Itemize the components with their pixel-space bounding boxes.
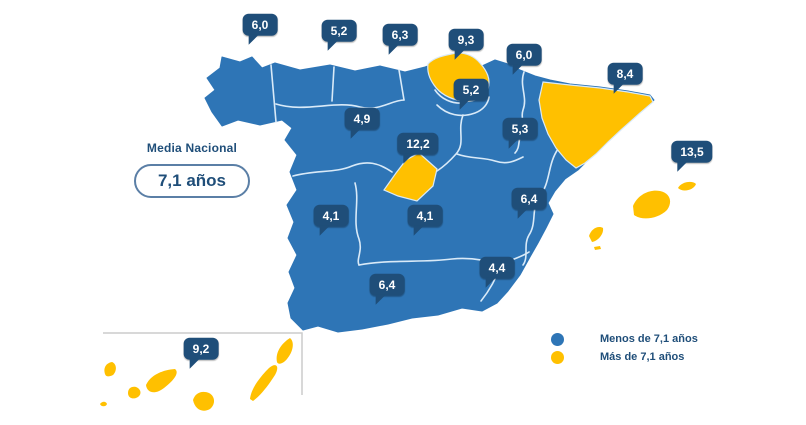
legend-label: Más de 7,1 años xyxy=(600,351,685,363)
callout-value: 5,2 xyxy=(462,82,480,97)
value-callout-cantabria: 6,3 xyxy=(382,23,418,56)
value-callout-navarra: 6,0 xyxy=(506,43,542,76)
legend-label: Menos de 7,1 años xyxy=(600,333,698,345)
value-callout-castilla-leon: 4,9 xyxy=(344,107,380,140)
value-callout-andalucia: 6,4 xyxy=(369,273,405,306)
canary-inset-frame xyxy=(103,332,303,395)
national-average-label: Media Nacional xyxy=(146,141,238,155)
value-callout-asturias: 5,2 xyxy=(321,19,357,52)
callout-value: 6,3 xyxy=(391,27,409,42)
value-callout-canarias: 9,2 xyxy=(183,337,219,370)
callout-value: 6,4 xyxy=(378,277,396,292)
callout-value: 4,1 xyxy=(322,208,340,223)
callout-value: 12,2 xyxy=(406,136,430,151)
callout-value: 5,3 xyxy=(511,121,529,136)
callout-value: 8,4 xyxy=(616,66,634,81)
region-borders xyxy=(270,64,559,302)
callout-value: 4,9 xyxy=(353,111,371,126)
callout-value: 9,2 xyxy=(192,341,210,356)
value-callout-aragon: 5,3 xyxy=(502,117,538,150)
callout-value: 9,3 xyxy=(457,32,475,47)
legend-item-below-average: Menos de 7,1 años xyxy=(551,330,698,348)
yellow-dot-icon xyxy=(551,350,564,364)
value-callout-valencia: 6,4 xyxy=(511,187,547,220)
callout-value: 4,4 xyxy=(488,260,506,275)
callout-value: 6,4 xyxy=(520,191,538,206)
callout-value: 6,0 xyxy=(515,47,533,62)
national-average-value: 7,1 años xyxy=(134,164,250,198)
value-callout-castilla-la-mancha: 4,1 xyxy=(407,204,443,237)
value-callout-galicia: 6,0 xyxy=(242,13,278,46)
canary-islands xyxy=(100,338,293,411)
value-callout-la-rioja: 5,2 xyxy=(453,78,489,111)
blue-dot-icon xyxy=(551,332,564,346)
value-callout-extremadura: 4,1 xyxy=(313,204,349,237)
balearic-islands xyxy=(589,181,696,250)
value-callout-madrid: 12,2 xyxy=(397,132,439,165)
legend-item-above-average: Más de 7,1 años xyxy=(551,348,698,366)
value-callout-baleares: 13,5 xyxy=(671,140,713,173)
region-madrid xyxy=(383,152,438,202)
value-callout-pais-vasco: 9,3 xyxy=(448,28,484,61)
callout-value: 6,0 xyxy=(251,17,269,32)
value-callout-cataluna: 8,4 xyxy=(607,62,643,95)
value-callout-murcia: 4,4 xyxy=(479,256,515,289)
callout-value: 5,2 xyxy=(330,23,348,38)
legend: Menos de 7,1 años Más de 7,1 años xyxy=(551,330,698,366)
callout-value: 13,5 xyxy=(680,144,704,159)
callout-value: 4,1 xyxy=(416,208,434,223)
national-average-block: Media Nacional 7,1 años xyxy=(134,141,250,198)
